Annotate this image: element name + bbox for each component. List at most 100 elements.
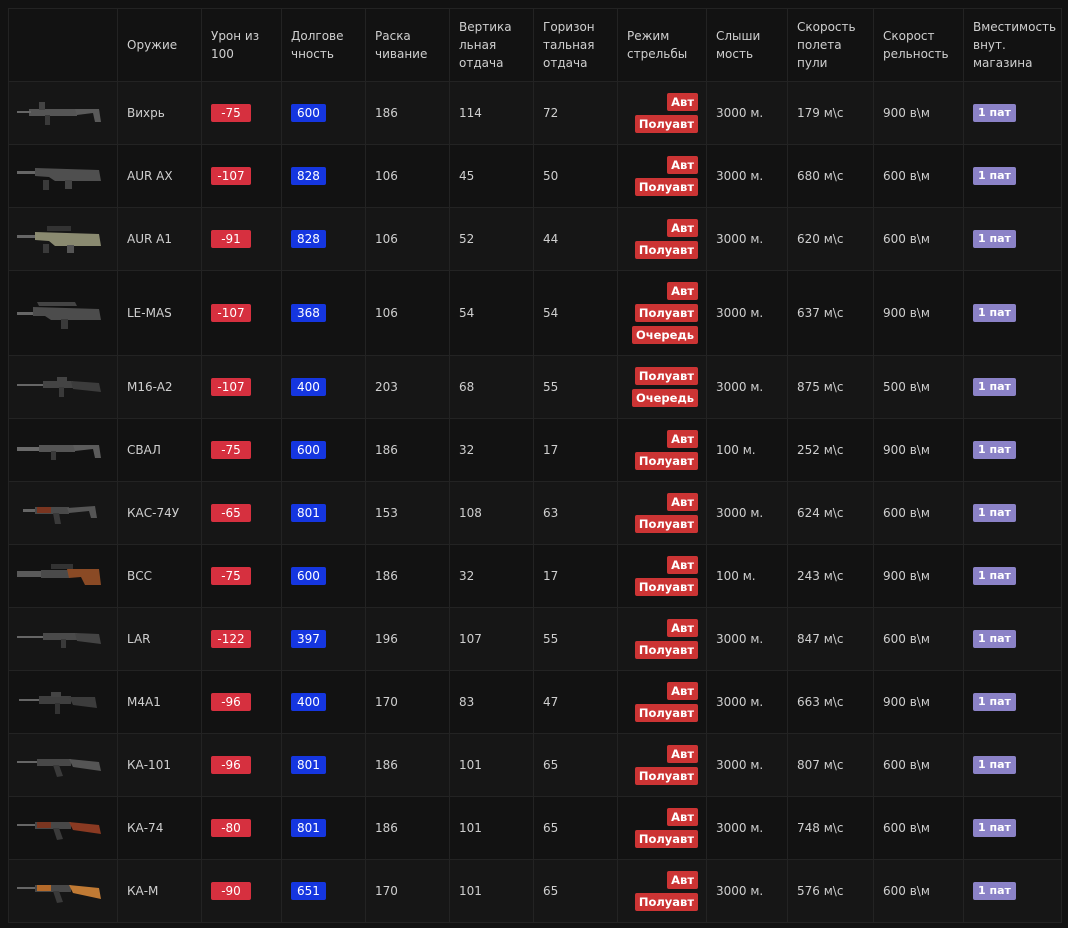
fire-mode-cell: Авт Полуавт [617,207,707,271]
bullpup-scoped-rifle-icon [17,226,101,253]
horizontal-recoil-value: 65 [533,733,618,797]
table-row: LAR -122 397 196 107 55 Авт Полуавт 3000 … [8,607,1062,671]
header-fire-rate: Скорост рельность [873,8,964,82]
fire-mode-badge: Авт [667,282,698,300]
fire-mode-badge: Авт [667,219,698,237]
damage-cell: -65 [201,481,282,545]
damage-badge: -96 [211,756,251,774]
header-bullet-velocity: Скорость полета пули [787,8,874,82]
header-image [8,8,118,82]
suppressed-smg-icon [17,445,101,460]
hearing-value: 3000 м. [706,207,788,271]
fire-mode-badge: Полуавт [634,704,698,722]
weapons-table: Оружие Урон из 100 Долгове чность Раска … [8,8,1062,923]
damage-badge: -75 [211,104,251,122]
compact-ak-icon [23,506,97,524]
sway-value: 203 [365,355,450,419]
horizontal-recoil-value: 65 [533,859,618,923]
fire-mode-badge: Полуавт [634,641,698,659]
hearing-value: 100 м. [706,418,788,482]
damage-badge: -75 [211,567,251,585]
header-horizontal-recoil: Горизон тальная отдача [533,8,618,82]
damage-cell: -122 [201,607,282,671]
header-hearing: Слыши мость [706,8,788,82]
durability-badge: 801 [291,504,326,522]
weapon-name: M4A1 [117,670,202,734]
velocity-value: 624 м\с [787,481,874,545]
fire-rate-value: 600 в\м [873,796,964,860]
sway-value: 170 [365,670,450,734]
table-row: ВСС -75 600 186 32 17 Авт Полуавт 100 м. … [8,544,1062,608]
velocity-value: 179 м\с [787,81,874,145]
sway-value: 186 [365,81,450,145]
magazine-badge: 1 пат [973,167,1016,185]
fire-rate-value: 900 в\м [873,418,964,482]
magazine-cell: 1 пат [963,796,1062,860]
ak-wood-rifle-icon [17,822,101,840]
durability-cell: 368 [281,270,366,356]
smg-icon [17,102,101,125]
damage-badge: -107 [211,304,251,322]
table-row: AUR AX -107 828 106 45 50 Авт Полуавт 300… [8,144,1062,208]
fire-rate-value: 600 в\м [873,207,964,271]
fire-mode-badge: Авт [667,808,698,826]
fire-mode-badge: Полуавт [634,304,698,322]
suppressed-sniper-rifle-icon [17,564,101,585]
carbine-icon [19,692,97,714]
ak-rifle-icon [17,759,101,777]
weapon-image-cell [8,81,118,145]
weapon-image-cell [8,355,118,419]
velocity-value: 807 м\с [787,733,874,797]
damage-cell: -107 [201,144,282,208]
table-row: AUR A1 -91 828 106 52 44 Авт Полуавт 3000… [8,207,1062,271]
magazine-badge: 1 пат [973,504,1016,522]
sway-value: 153 [365,481,450,545]
fire-mode-cell: Авт Полуавт [617,481,707,545]
m16-rifle-icon [17,377,101,397]
fire-mode-badge: Авт [667,156,698,174]
fire-mode-cell: Авт Полуавт [617,796,707,860]
weapon-image-cell [8,207,118,271]
fire-mode-cell: Авт Полуавт [617,418,707,482]
horizontal-recoil-value: 55 [533,355,618,419]
fire-mode-badge: Полуавт [634,452,698,470]
horizontal-recoil-value: 17 [533,544,618,608]
damage-cell: -75 [201,81,282,145]
vertical-recoil-value: 108 [449,481,534,545]
damage-cell: -107 [201,355,282,419]
vertical-recoil-value: 45 [449,144,534,208]
hearing-value: 3000 м. [706,670,788,734]
damage-cell: -96 [201,733,282,797]
durability-cell: 397 [281,607,366,671]
vertical-recoil-value: 101 [449,733,534,797]
horizontal-recoil-value: 65 [533,796,618,860]
weapon-image-cell [8,481,118,545]
velocity-value: 663 м\с [787,670,874,734]
fire-mode-cell: Авт Полуавт [617,81,707,145]
magazine-cell: 1 пат [963,544,1062,608]
durability-cell: 828 [281,207,366,271]
fire-mode-badge: Очередь [631,389,698,407]
horizontal-recoil-value: 72 [533,81,618,145]
hearing-value: 3000 м. [706,733,788,797]
magazine-badge: 1 пат [973,819,1016,837]
damage-cell: -91 [201,207,282,271]
sway-value: 106 [365,270,450,356]
velocity-value: 620 м\с [787,207,874,271]
durability-cell: 801 [281,481,366,545]
weapons-table-container: Оружие Урон из 100 Долгове чность Раска … [8,8,1062,923]
vertical-recoil-value: 101 [449,796,534,860]
weapon-image-cell [8,859,118,923]
fire-mode-cell: Авт Полуавт [617,544,707,608]
durability-badge: 397 [291,630,326,648]
damage-badge: -65 [211,504,251,522]
fire-mode-badge: Полуавт [634,515,698,533]
table-row: M16-A2 -107 400 203 68 55 Полуавт Очередь… [8,355,1062,419]
fire-mode-badge: Авт [667,682,698,700]
fire-mode-cell: Авт Полуавт [617,670,707,734]
weapon-name: КАС-74У [117,481,202,545]
damage-cell: -90 [201,859,282,923]
fire-rate-value: 900 в\м [873,670,964,734]
fire-mode-cell: Полуавт Очередь [617,355,707,419]
durability-cell: 600 [281,544,366,608]
